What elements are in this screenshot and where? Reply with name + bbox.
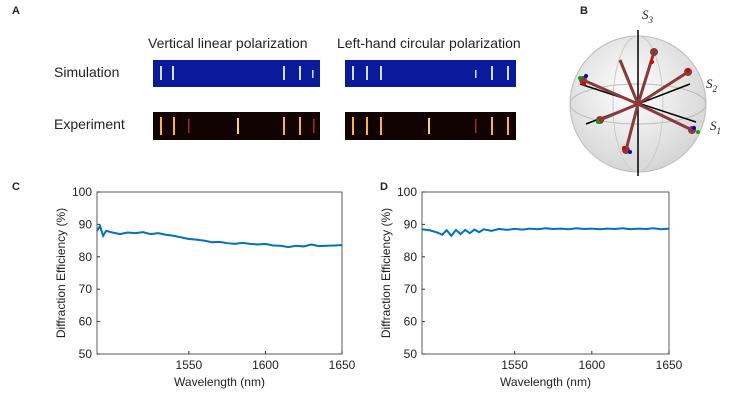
image-simulation-vertical: [153, 60, 320, 87]
panel-label: B: [580, 5, 588, 17]
panel-label: D: [380, 181, 388, 193]
panel-label: C: [12, 181, 20, 193]
row-title: Simulation: [54, 64, 119, 80]
axis-label: S2: [706, 76, 718, 94]
column-title: Vertical linear polarization: [148, 35, 308, 51]
plot-frame: [96, 191, 343, 355]
x-tick-label: 1550: [176, 358, 203, 372]
y-axis-label: Diffraction Efficiency (%): [379, 208, 393, 338]
image-experiment-vertical: [153, 112, 320, 140]
y-axis-label: Diffraction Efficiency (%): [54, 208, 68, 338]
y-tick-label: 70: [79, 282, 93, 296]
data-line: [96, 223, 343, 249]
image-simulation-circular: [345, 60, 516, 87]
y-tick-label: 90: [79, 217, 93, 231]
data-line: [421, 227, 670, 238]
axis-index: 1: [717, 126, 722, 136]
row-title: Experiment: [54, 116, 125, 132]
y-tick-label: 80: [404, 250, 418, 264]
x-tick-label: 1650: [656, 358, 683, 372]
y-tick-label: 60: [79, 315, 93, 329]
x-tick-label: 1650: [329, 358, 356, 372]
x-axis-label: Wavelength (nm): [500, 375, 591, 389]
panel-label: A: [12, 5, 20, 17]
axis-symbol: S: [642, 7, 649, 22]
y-tick-label: 90: [404, 217, 418, 231]
y-tick-label: 50: [79, 347, 93, 361]
poincare-sphere: [569, 30, 707, 176]
y-tick-label: 80: [79, 250, 93, 264]
x-tick-label: 1600: [578, 358, 605, 372]
axis-label: S1: [710, 118, 721, 136]
y-tick-label: 50: [404, 347, 418, 361]
axis-index: 2: [713, 84, 718, 94]
y-tick-label: 70: [404, 282, 418, 296]
axis-symbol: S: [710, 118, 717, 133]
column-title: Left-hand circular polarization: [337, 35, 521, 51]
x-axis-label: Wavelength (nm): [174, 375, 265, 389]
y-tick-label: 100: [397, 185, 417, 199]
axis-label: S3: [642, 7, 654, 25]
axis-index: 3: [648, 15, 654, 25]
x-tick-label: 1600: [252, 358, 279, 372]
y-tick-label: 100: [72, 185, 92, 199]
plot-frame: [421, 191, 670, 355]
x-tick-label: 1550: [501, 358, 528, 372]
axis-symbol: S: [706, 76, 713, 91]
y-tick-label: 60: [404, 315, 418, 329]
image-experiment-circular: [345, 112, 516, 140]
